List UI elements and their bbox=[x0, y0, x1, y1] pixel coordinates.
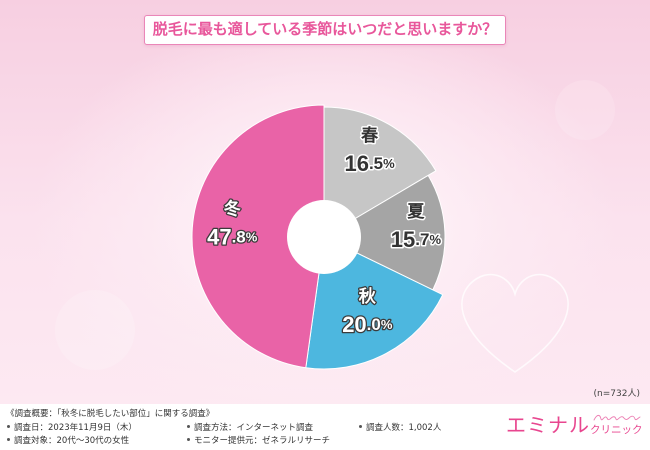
label-value-winter: 47.8% bbox=[207, 224, 258, 249]
background-decoration bbox=[0, 0, 650, 404]
survey-respondents: 調査人数：1,002人 bbox=[358, 421, 441, 433]
label-name-spring: 春 bbox=[361, 125, 378, 146]
survey-target: 調査対象：20代～30代の女性 bbox=[6, 434, 129, 446]
label-value-summer: 15.7% bbox=[391, 227, 442, 252]
logo-suffix: クリニック bbox=[590, 424, 643, 436]
sample-size: (n=732人) bbox=[593, 389, 640, 399]
label-name-winter: 冬 bbox=[224, 199, 241, 220]
slice-winter bbox=[191, 104, 325, 369]
chart-title: 脱毛に最も適している季節はいつだと思いますか？ bbox=[144, 15, 506, 45]
slice-summer bbox=[322, 174, 446, 291]
label-name-autumn: 秋 bbox=[359, 286, 377, 307]
label-name-summer: 夏 bbox=[407, 202, 425, 222]
survey-provider: モニター提供元：ゼネラルリサーチ bbox=[186, 434, 330, 446]
donut-hole bbox=[287, 200, 361, 274]
logo-script-mark bbox=[593, 414, 641, 421]
heart-outline-decoration bbox=[461, 273, 569, 373]
label-value-spring: 16.5% bbox=[344, 151, 395, 176]
survey-footer: 《調査概要：「秋冬に脱毛したい部位」に関する調査》 調査日：2023年11月9日… bbox=[0, 404, 650, 450]
survey-date: 調査日：2023年11月9日（木） bbox=[6, 421, 137, 433]
bokeh-decoration bbox=[555, 80, 615, 140]
donut-labels: 春 16.5% 夏 15.7% 秋 20.0% 冬 47.8% bbox=[206, 124, 443, 338]
survey-method: 調査方法：インターネット調査 bbox=[186, 421, 313, 433]
label-value-autumn: 20.0% bbox=[342, 312, 393, 337]
slice-spring bbox=[323, 106, 437, 238]
logo-name: エミナル bbox=[506, 413, 590, 437]
donut-chart: 春 16.5% 夏 15.7% 秋 20.0% 冬 47.8% bbox=[191, 104, 446, 370]
survey-heading: 《調査概要：「秋冬に脱毛したい部位」に関する調査》 bbox=[6, 409, 215, 419]
bokeh-decoration bbox=[55, 290, 135, 370]
